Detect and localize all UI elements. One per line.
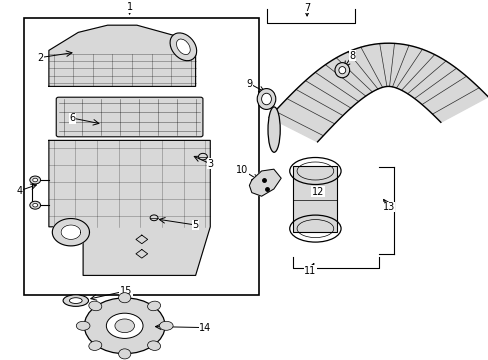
Polygon shape: [49, 25, 195, 86]
Bar: [24, 18, 259, 295]
Text: 7: 7: [304, 3, 309, 13]
Ellipse shape: [159, 321, 173, 330]
FancyBboxPatch shape: [56, 97, 203, 137]
Polygon shape: [269, 43, 487, 142]
Text: 11: 11: [304, 266, 316, 276]
Ellipse shape: [147, 301, 160, 311]
Ellipse shape: [261, 93, 271, 105]
Text: 4: 4: [17, 186, 22, 196]
Text: 1: 1: [126, 2, 132, 12]
Ellipse shape: [89, 301, 102, 311]
Bar: [293, 166, 337, 232]
Text: 2: 2: [37, 53, 43, 63]
Polygon shape: [61, 225, 81, 239]
Ellipse shape: [33, 178, 38, 182]
Ellipse shape: [69, 298, 82, 303]
Text: 3: 3: [207, 159, 213, 169]
Ellipse shape: [267, 107, 280, 152]
Text: 10: 10: [235, 165, 248, 175]
Ellipse shape: [334, 63, 349, 78]
Polygon shape: [136, 249, 147, 258]
Polygon shape: [136, 235, 147, 244]
Ellipse shape: [63, 295, 88, 306]
Text: 9: 9: [246, 78, 252, 89]
Polygon shape: [249, 169, 281, 196]
Text: 12: 12: [311, 186, 324, 197]
Ellipse shape: [119, 293, 131, 303]
Ellipse shape: [30, 176, 41, 184]
Text: 8: 8: [348, 51, 354, 61]
Ellipse shape: [257, 89, 275, 109]
Ellipse shape: [147, 341, 160, 350]
Text: 14: 14: [199, 323, 211, 333]
Ellipse shape: [76, 321, 90, 330]
Ellipse shape: [115, 319, 134, 333]
Ellipse shape: [84, 298, 165, 354]
Text: 5: 5: [192, 220, 198, 230]
Text: 15: 15: [120, 286, 132, 296]
Ellipse shape: [106, 313, 143, 338]
Polygon shape: [49, 140, 210, 275]
Ellipse shape: [30, 201, 41, 209]
Text: 6: 6: [69, 113, 75, 123]
Ellipse shape: [119, 349, 131, 359]
Polygon shape: [52, 219, 89, 246]
Ellipse shape: [150, 215, 158, 221]
Ellipse shape: [198, 153, 207, 160]
Ellipse shape: [338, 67, 345, 74]
Ellipse shape: [89, 341, 102, 350]
Ellipse shape: [33, 203, 38, 207]
Text: 13: 13: [382, 202, 394, 212]
Ellipse shape: [170, 33, 196, 61]
Ellipse shape: [176, 39, 190, 55]
